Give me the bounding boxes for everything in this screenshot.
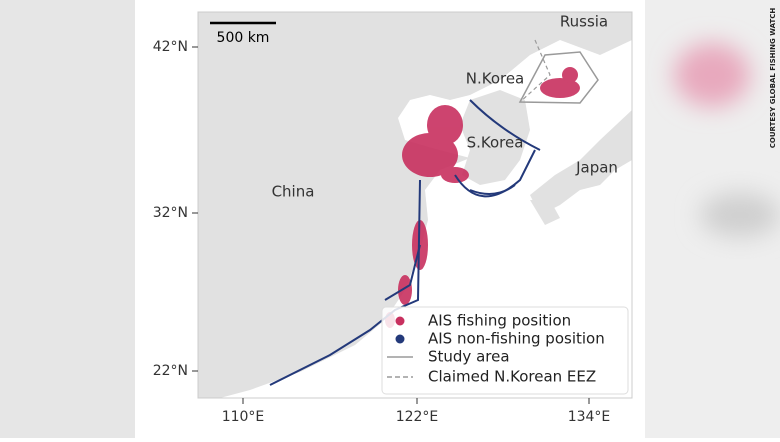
legend-labels: AIS fishing position AIS non-fishing pos… <box>428 312 605 386</box>
place-label: Japan <box>575 159 618 177</box>
x-tick-label: 110°E <box>222 409 265 425</box>
x-tick-label: 134°E <box>568 409 611 425</box>
kyushu <box>530 200 560 225</box>
y-tick-label: 42°N <box>153 39 188 55</box>
y-axis: 42°N 32°N 22°N <box>153 39 198 379</box>
x-tick-label: 122°E <box>396 409 439 425</box>
map-frame <box>197 11 633 399</box>
legend: AIS fishing position AIS non-fishing pos… <box>381 306 629 395</box>
korean-peninsula <box>460 90 530 185</box>
mainland <box>198 12 632 398</box>
credit: COURTESY GLOBAL FISHING WATCH <box>769 8 777 149</box>
study-area <box>518 51 599 104</box>
legend-label: Study area <box>428 348 510 366</box>
legend-label: Claimed N.Korean EEZ <box>428 368 596 386</box>
japan <box>530 110 632 215</box>
left-backdrop <box>0 0 135 438</box>
x-axis: 110°E 122°E 134°E <box>222 398 611 425</box>
scale-label: 500 km <box>217 30 270 46</box>
y-tick-label: 32°N <box>153 205 188 221</box>
legend-label: AIS fishing position <box>428 312 571 330</box>
legend-marker <box>395 316 405 326</box>
place-label: China <box>272 183 315 201</box>
blurred-blob <box>700 193 780 237</box>
place-label: S.Korea <box>467 134 524 152</box>
legend-box <box>381 306 629 395</box>
place-label: Russia <box>560 13 608 31</box>
y-tick-label: 22°N <box>153 363 188 379</box>
legend-label: AIS non-fishing position <box>428 330 605 348</box>
blurred-blob <box>674 43 750 107</box>
legend-marker <box>395 334 405 344</box>
eez-boundary <box>519 39 551 103</box>
place-label: N.Korea <box>466 70 525 88</box>
